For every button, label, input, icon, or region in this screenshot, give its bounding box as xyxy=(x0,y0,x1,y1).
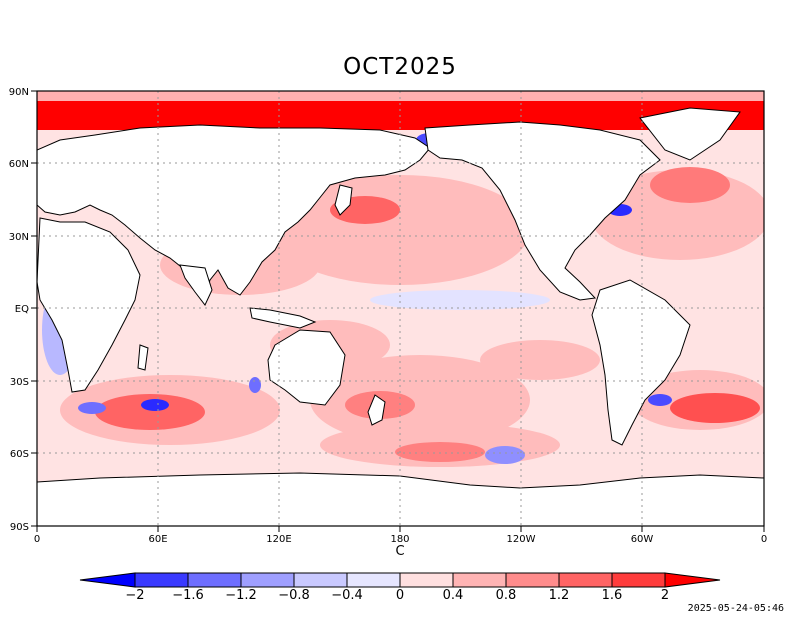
land-australia xyxy=(267,329,346,406)
map-title: OCT2025 xyxy=(343,54,457,80)
lon-tick-label: 120E xyxy=(266,534,291,545)
land-madagascar xyxy=(137,344,149,371)
lon-tick-label: 120W xyxy=(507,534,536,545)
cool-core-indian xyxy=(141,399,169,411)
colorbar-tick-label: −1.2 xyxy=(225,588,257,603)
colorbar-swatch xyxy=(505,572,560,588)
core-gulf-stream xyxy=(650,167,730,203)
land-greenland xyxy=(639,107,741,161)
lon-tick-label: 60W xyxy=(631,534,654,545)
colorbar: −2 −1.6 −1.2 −0.8 −0.4 0 0.4 0.8 1.2 1.6 2 xyxy=(79,572,721,603)
colorbar-swatch xyxy=(187,572,242,588)
colorbar-swatch xyxy=(346,572,401,588)
lat-tick-label: 30S xyxy=(10,377,29,388)
colorbar-swatch xyxy=(399,572,454,588)
colorbar-arrow-high xyxy=(664,572,721,588)
x-axis-label: C xyxy=(395,544,404,559)
cool-patch-southern xyxy=(485,446,525,464)
colorbar-tick-label: 1.6 xyxy=(602,588,623,603)
colorbar-tick-label: 1.2 xyxy=(549,588,570,603)
colorbar-tick-label: −0.4 xyxy=(331,588,363,603)
lat-tick-label: EQ xyxy=(15,304,29,315)
timestamp: 2025-05-24-05:46 xyxy=(687,603,784,614)
colorbar-swatch xyxy=(240,572,295,588)
lat-tick-label: 90S xyxy=(10,522,29,533)
lat-tick-label: 60S xyxy=(10,449,29,460)
lat-tick-label: 30N xyxy=(9,232,29,243)
lon-tick-label: 60E xyxy=(148,534,167,545)
colorbar-arrow-low xyxy=(79,572,136,588)
colorbar-tick-label: 0.8 xyxy=(496,588,517,603)
land-new-zealand xyxy=(367,394,386,426)
tick-marks xyxy=(31,90,765,532)
land-india xyxy=(179,264,213,306)
cool-patch-sw-indian xyxy=(78,402,106,414)
colorbar-tick-label: 0 xyxy=(396,588,404,603)
lon-tick-label: 0 xyxy=(34,534,40,545)
warm-se-pacific xyxy=(480,340,600,380)
lon-tick-label: 180 xyxy=(390,534,409,545)
colorbar-swatch xyxy=(293,572,348,588)
core-south-atlantic xyxy=(670,393,760,423)
colorbar-tick-label: −1.6 xyxy=(172,588,204,603)
colorbar-tick-label: −0.8 xyxy=(278,588,310,603)
lat-tick-label: 60N xyxy=(9,159,29,170)
colorbar-tick-label: 0.4 xyxy=(443,588,464,603)
land-japan xyxy=(334,184,353,216)
colorbar-tick-label: −2 xyxy=(125,588,144,603)
cool-patch-argentina xyxy=(648,394,672,406)
land-indonesia xyxy=(249,307,317,329)
graticule xyxy=(37,91,764,526)
cool-patch-west-australia xyxy=(249,377,261,393)
colorbar-swatch xyxy=(558,572,613,588)
land-africa xyxy=(37,217,141,393)
core-southern-ocean xyxy=(395,442,485,462)
core-indian-south xyxy=(95,394,205,430)
land-north-america xyxy=(424,121,661,301)
land-eurasia xyxy=(37,124,431,299)
colorbar-swatch xyxy=(452,572,507,588)
warm-south-pacific xyxy=(310,355,530,445)
lat-tick-label: 90N xyxy=(9,87,29,98)
colorbar-tick-label: 2 xyxy=(661,588,669,603)
arctic-edge xyxy=(37,91,764,101)
landmasses xyxy=(37,107,764,526)
cool-equatorial-pacific xyxy=(370,290,550,310)
lon-tick-label: 0 xyxy=(761,534,767,545)
colorbar-swatch xyxy=(611,572,666,588)
colorbar-swatch xyxy=(134,572,189,588)
